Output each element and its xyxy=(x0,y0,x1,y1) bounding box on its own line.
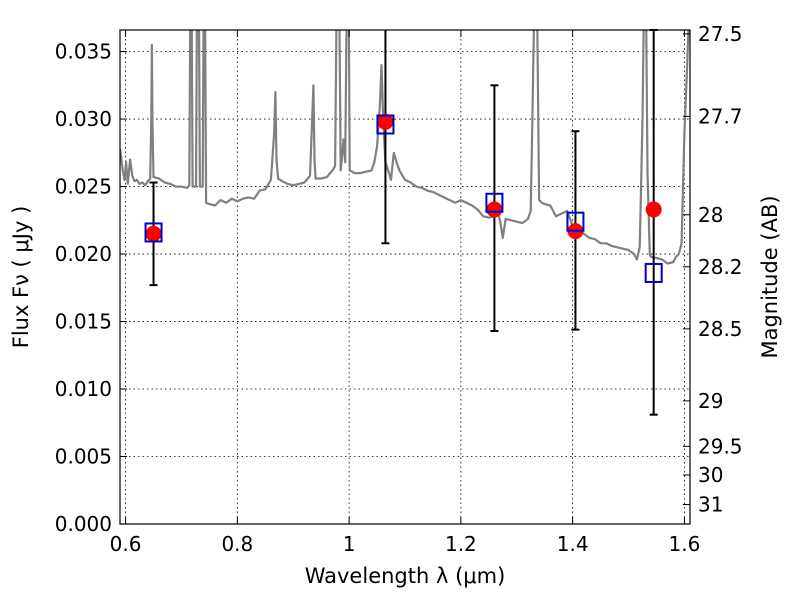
model-spectrum-layer xyxy=(120,30,690,265)
right-tick-label: 28.5 xyxy=(698,317,743,341)
x-tick-label: 1.4 xyxy=(557,532,589,556)
model-band-square xyxy=(644,262,663,283)
right-tick-label: 28 xyxy=(698,203,723,227)
y-tick-label: 0.020 xyxy=(55,242,112,266)
right-tick-label: 27.7 xyxy=(698,104,743,128)
y-tick-label: 0.030 xyxy=(55,107,112,131)
right-tick-label: 28.2 xyxy=(698,255,743,279)
x-tick-label: 1 xyxy=(343,532,356,556)
observed-point xyxy=(145,225,162,242)
observed-point xyxy=(645,201,662,218)
y-tick-label: 0.035 xyxy=(55,40,112,64)
y-tick-label: 0.000 xyxy=(55,512,112,536)
y-tick-label: 0.005 xyxy=(55,445,112,469)
model-band-square xyxy=(485,192,504,213)
y-tick-label: 0.010 xyxy=(55,377,112,401)
right-tick-label: 30 xyxy=(698,463,723,487)
model-spectrum-line xyxy=(120,30,690,265)
y-tick-label: 0.025 xyxy=(55,175,112,199)
right-axis-title: Magnitude (AB) xyxy=(758,195,782,358)
y-tick-label: 0.015 xyxy=(55,310,112,334)
right-axis-ticks: 27.5 27.7 28 28.2 28.5 29 29.5 30 31 xyxy=(683,22,743,516)
x-tick-label: 0.8 xyxy=(221,532,253,556)
y-axis-title: Flux Fν ( μJy ) xyxy=(9,206,33,349)
right-tick-label: 27.5 xyxy=(698,22,743,46)
x-tick-label: 1.6 xyxy=(669,532,701,556)
x-tick-label: 0.6 xyxy=(110,532,142,556)
right-tick-label: 29.5 xyxy=(698,434,743,458)
model-band-squares xyxy=(144,114,663,283)
model-band-square xyxy=(144,222,163,243)
model-band-square xyxy=(376,114,395,135)
plot-frame xyxy=(119,29,691,525)
right-tick-label: 29 xyxy=(698,389,723,413)
y-axis-ticks: 0.000 0.005 0.010 0.015 0.020 0.025 0.030 0.035 xyxy=(55,40,127,536)
error-bars xyxy=(149,29,658,416)
model-band-square xyxy=(566,211,585,232)
x-axis-ticks: 0.6 0.8 1 1.2 1.4 1.6 xyxy=(110,30,701,556)
observed-point xyxy=(486,201,503,218)
observed-point xyxy=(377,113,394,130)
x-axis-title: Wavelength λ (μm) xyxy=(305,564,506,588)
x-tick-label: 1.2 xyxy=(445,532,477,556)
right-tick-label: 31 xyxy=(698,492,723,516)
